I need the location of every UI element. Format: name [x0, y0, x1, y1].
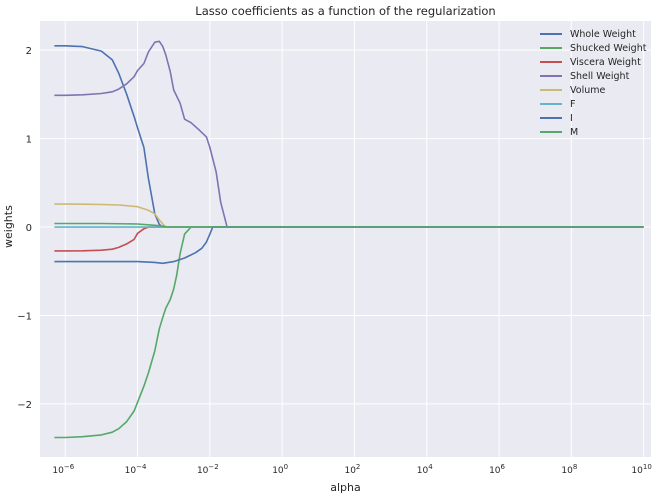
- legend-swatch: [540, 61, 562, 63]
- y-tick-label: −2: [17, 400, 32, 411]
- legend-item-shucked-weight: Shucked Weight: [540, 41, 646, 55]
- x-axis-label: alpha: [330, 481, 361, 494]
- series-line-i: [54, 226, 644, 265]
- legend-item-viscera-weight: Viscera Weight: [540, 55, 646, 69]
- legend-swatch: [540, 75, 562, 77]
- x-tick-label: 104: [417, 463, 433, 476]
- legend-swatch: [540, 103, 562, 105]
- legend-swatch: [540, 89, 562, 91]
- plot-background: [40, 21, 651, 457]
- grid-lines: [40, 21, 651, 457]
- legend-swatch: [540, 47, 562, 49]
- x-tick-label: 108: [561, 463, 577, 476]
- x-tick-label: 10−4: [125, 463, 147, 476]
- legend-item-volume: Volume: [540, 83, 646, 97]
- series-line-shucked-weight: [54, 226, 644, 439]
- x-tick-label: 10−6: [52, 463, 74, 476]
- legend-label: I: [570, 112, 573, 124]
- x-tick-label: 10−2: [197, 463, 219, 476]
- x-tick-label: 106: [489, 463, 505, 476]
- series-line-volume: [54, 203, 644, 228]
- y-tick-label: 0: [26, 223, 32, 234]
- legend-swatch: [540, 131, 562, 133]
- y-tick-label: −1: [17, 311, 32, 322]
- legend-item-f: F: [540, 97, 646, 111]
- series-line-shell-weight: [54, 40, 644, 228]
- legend-label: Whole Weight: [570, 28, 636, 40]
- x-tick-label: 1010: [631, 463, 651, 476]
- legend-item-i: I: [540, 111, 646, 125]
- chart-title: Lasso coefficients as a function of the …: [195, 4, 496, 18]
- legend-swatch: [540, 117, 562, 119]
- legend-label: Viscera Weight: [570, 56, 641, 68]
- legend-swatch: [540, 33, 562, 35]
- x-tick-label: 100: [272, 463, 288, 476]
- series-line-m: [54, 222, 644, 228]
- legend-label: Volume: [570, 84, 606, 96]
- legend-item-whole-weight: Whole Weight: [540, 27, 646, 41]
- series-lines: [54, 40, 644, 439]
- tick-labels: 2 1 0 −1 −2 10−6 10−4 10−2 100 102 104 106 108 1010: [17, 46, 652, 476]
- legend-label: F: [570, 98, 576, 110]
- x-tick-label: 102: [344, 463, 360, 476]
- y-tick-label: 2: [26, 46, 32, 57]
- y-tick-label: 1: [26, 135, 32, 146]
- legend-label: Shell Weight: [570, 70, 630, 82]
- legend: Whole Weight Shucked Weight Viscera Weight…: [540, 27, 646, 139]
- legend-item-m: M: [540, 125, 646, 139]
- legend-label: M: [570, 126, 579, 138]
- legend-label: Shucked Weight: [570, 42, 647, 54]
- legend-item-shell-weight: Shell Weight: [540, 69, 646, 83]
